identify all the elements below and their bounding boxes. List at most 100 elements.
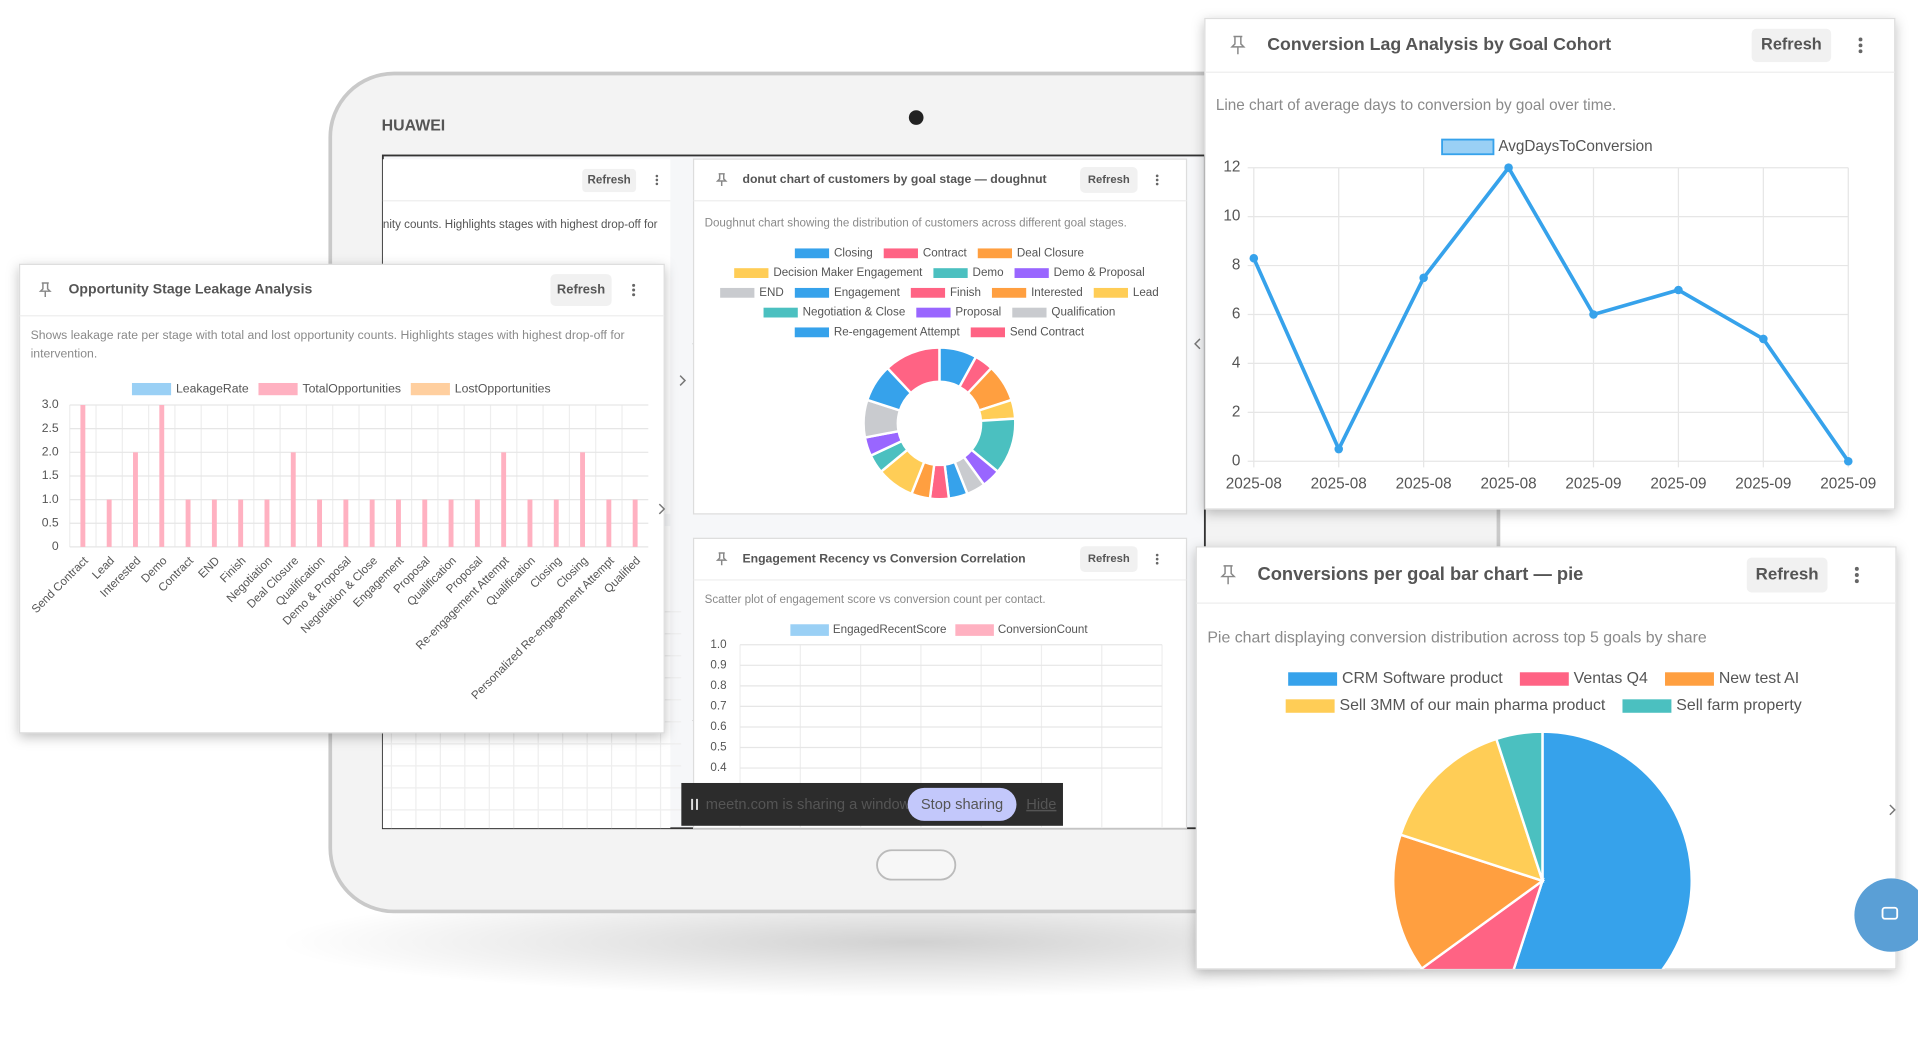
foreground-panels: Opportunity Stage Leakage Analysis Refres… — [18, 17, 1918, 1030]
nav-arrow[interactable] — [1889, 804, 1896, 816]
bar[interactable] — [448, 499, 454, 547]
refresh-button-label[interactable]: Refresh — [588, 174, 631, 187]
refresh-button[interactable] — [1080, 167, 1138, 193]
legend-label: Closing — [834, 246, 873, 259]
bar[interactable] — [290, 452, 296, 547]
menu-dot[interactable] — [1858, 43, 1863, 48]
pin-icon[interactable] — [1230, 35, 1246, 55]
legend-label: Deal Closure — [1017, 246, 1084, 259]
legend-swatch — [1014, 268, 1049, 278]
line-point[interactable] — [1759, 334, 1768, 344]
legend-label: AvgDaysToConversion — [1498, 138, 1652, 155]
doughnut-slice[interactable] — [885, 346, 941, 395]
menu-dot[interactable] — [1155, 557, 1159, 561]
bar[interactable] — [527, 499, 533, 547]
chart-description-text: Doughnut chart showing the distribution … — [704, 216, 1127, 231]
legend-label: TotalOpportunities — [303, 381, 401, 395]
bar[interactable] — [632, 499, 638, 547]
pin-icon[interactable] — [38, 282, 52, 298]
line-point[interactable] — [1589, 310, 1598, 319]
bar[interactable] — [133, 452, 138, 547]
menu-dot[interactable] — [1155, 174, 1159, 178]
chart-description-text: Shows leakage rate per stage with total … — [30, 329, 625, 361]
card-body: AvgDaysToConversion 2025-08 2025-08 2025-08… — [1223, 138, 1876, 493]
refresh-button-label[interactable]: Refresh — [1761, 36, 1822, 54]
menu-dot[interactable] — [632, 293, 636, 297]
bar[interactable] — [185, 499, 191, 547]
bar[interactable] — [606, 499, 612, 547]
line-point[interactable] — [1419, 273, 1428, 283]
refresh-button[interactable] — [1746, 557, 1828, 593]
y-tick-label: 1.5 — [42, 468, 59, 482]
menu-dot[interactable] — [655, 174, 659, 178]
home-button — [876, 849, 957, 881]
bar[interactable] — [369, 499, 375, 547]
legend-swatch — [977, 248, 1013, 259]
hide-link[interactable]: Hide — [1026, 797, 1056, 813]
line-point[interactable] — [1249, 253, 1259, 263]
bar[interactable] — [474, 499, 480, 547]
refresh-button[interactable] — [1080, 546, 1138, 573]
pie-slice[interactable] — [1496, 730, 1693, 1030]
line-point[interactable] — [1334, 444, 1344, 454]
menu-dot[interactable] — [1155, 553, 1159, 557]
card-title: Opportunity Stage Leakage Analysis — [69, 281, 313, 297]
bar[interactable] — [501, 452, 507, 547]
legend-label: Sell farm property — [1676, 697, 1801, 714]
line-point[interactable] — [1674, 285, 1683, 295]
line-point[interactable] — [1504, 163, 1513, 172]
bar[interactable] — [396, 499, 401, 547]
menu-dot[interactable] — [1854, 579, 1859, 584]
menu-dot[interactable] — [1854, 573, 1859, 578]
stop-sharing-label[interactable]: Stop sharing — [921, 797, 1003, 813]
refresh-button[interactable] — [1751, 28, 1832, 63]
y-tick-label: 3.0 — [42, 397, 59, 411]
menu-dot[interactable] — [632, 283, 636, 287]
refresh-button[interactable] — [550, 274, 612, 306]
menu-dot[interactable] — [655, 182, 659, 186]
bar[interactable] — [422, 499, 428, 547]
bar[interactable] — [106, 499, 112, 547]
bar[interactable] — [211, 499, 217, 547]
pin-icon[interactable] — [715, 552, 728, 566]
chart-description: Shows leakage rate per stage with total … — [30, 329, 625, 361]
menu-dot[interactable] — [655, 178, 659, 182]
nav-arrow[interactable] — [658, 503, 666, 515]
pie-slice[interactable] — [1494, 730, 1544, 882]
bar[interactable] — [553, 499, 559, 547]
refresh-button-label[interactable]: Refresh — [557, 281, 605, 296]
menu-dot[interactable] — [1155, 561, 1159, 565]
menu-dot[interactable] — [1155, 178, 1159, 182]
refresh-button-label[interactable]: Refresh — [1088, 174, 1130, 186]
bar[interactable] — [80, 405, 86, 547]
stop-sharing-button[interactable] — [907, 787, 1017, 821]
nav-arrow[interactable] — [679, 375, 687, 386]
menu-dot[interactable] — [1858, 49, 1863, 54]
bar[interactable] — [159, 405, 165, 547]
bar[interactable] — [343, 499, 349, 547]
refresh-button-label[interactable]: Refresh — [1088, 553, 1130, 565]
chat-icon[interactable] — [1881, 906, 1899, 920]
line-point[interactable] — [1843, 456, 1853, 466]
legend-swatch — [1519, 672, 1569, 686]
pin-icon[interactable] — [1220, 565, 1236, 585]
legend-label: Qualification — [1051, 306, 1115, 319]
chat-bubble[interactable] — [1854, 878, 1918, 952]
nav-arrow[interactable] — [1194, 338, 1201, 350]
menu-dot[interactable] — [632, 288, 636, 292]
refresh-button-label[interactable]: Refresh — [1756, 564, 1819, 583]
menu-dot[interactable] — [1854, 566, 1859, 571]
legend-swatch — [1012, 307, 1047, 318]
bar[interactable] — [238, 499, 244, 547]
bar[interactable] — [264, 499, 270, 547]
menu-dot[interactable] — [1858, 37, 1863, 42]
refresh-button[interactable] — [582, 168, 637, 193]
legend-swatch — [258, 382, 298, 396]
legend-swatch — [1093, 287, 1128, 298]
pin-icon[interactable] — [715, 173, 728, 187]
menu-dot[interactable] — [1155, 182, 1159, 186]
legend-swatch — [1288, 672, 1338, 686]
bar[interactable] — [317, 499, 323, 547]
bar[interactable] — [580, 452, 586, 547]
pie-slice[interactable] — [1392, 833, 1546, 969]
